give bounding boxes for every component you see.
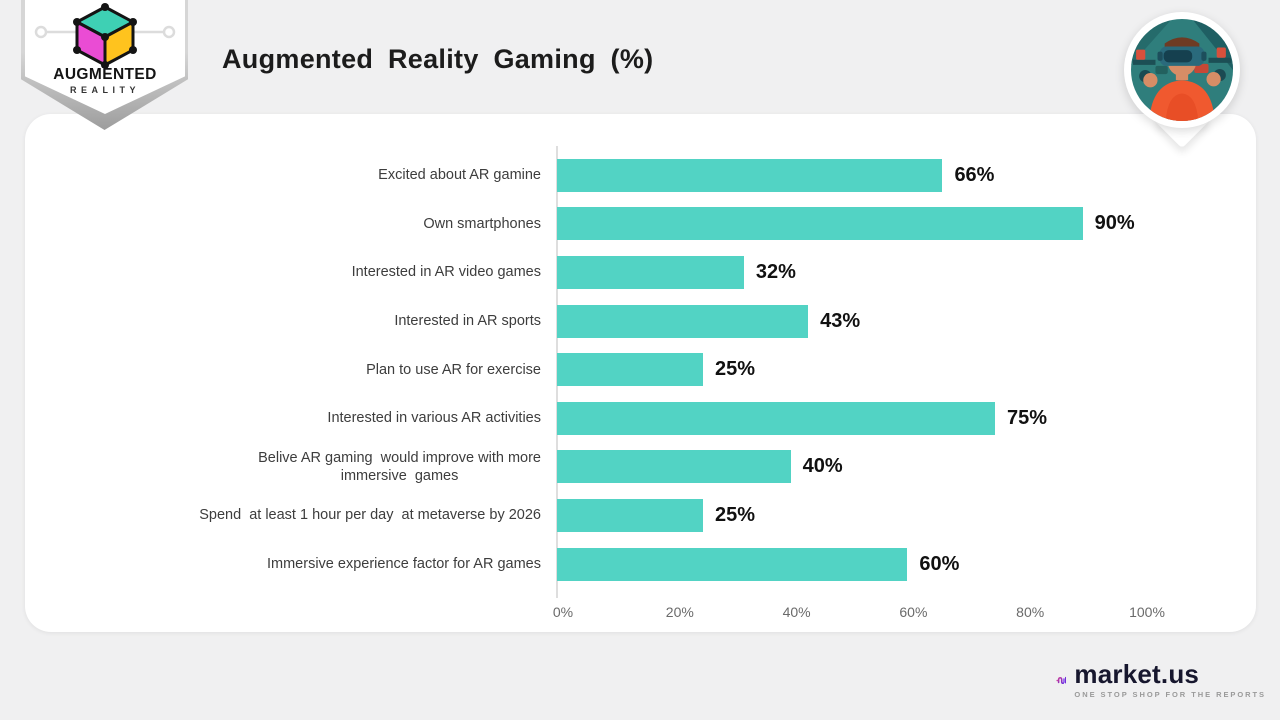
bar [557, 304, 809, 338]
y-axis-line [556, 146, 558, 598]
category-label: Interested in AR video games [351, 264, 541, 281]
x-tick-label: 40% [782, 604, 811, 620]
brand-name: market.us [1074, 659, 1200, 689]
bar [557, 207, 1083, 241]
x-tick-label: 100% [1129, 604, 1165, 620]
page-title: Augmented Reality Gaming (%) [222, 44, 654, 74]
marketus-brand: market.us ONE STOP SHOP FOR THE REPORTS [1056, 650, 1266, 710]
x-tick-label: 80% [1016, 604, 1045, 620]
category-label: Excited about AR gamine [378, 167, 541, 184]
bar [557, 547, 908, 581]
bar-track: 25% [557, 353, 1197, 387]
bar-track: 25% [557, 498, 1197, 532]
value-label: 75% [1007, 406, 1048, 429]
category-label: Belive AR gaming would improve with more… [258, 449, 541, 484]
value-label: 66% [954, 163, 995, 186]
bar-track: 32% [557, 255, 1197, 289]
value-label: 60% [919, 552, 960, 575]
category-label: Interested in AR sports [394, 313, 541, 330]
bar [557, 158, 943, 192]
category-label: Immersive experience factor for AR games [267, 555, 541, 572]
badge-text-augmented: AUGMENTED [53, 66, 157, 83]
value-label: 90% [1094, 212, 1135, 235]
ar-cube-icon [34, 3, 176, 68]
bar [557, 450, 791, 484]
value-label: 25% [715, 503, 756, 526]
bar-track: 43% [557, 304, 1197, 338]
bar-row: Interested in AR video games 32% [25, 248, 1256, 297]
augmented-reality-logo-badge: AUGMENTED REALITY [25, 0, 185, 114]
value-label: 32% [755, 260, 796, 283]
bar-track: 66% [557, 158, 1197, 192]
bar-track: 90% [557, 207, 1197, 241]
bar [557, 498, 703, 532]
bar-row: Plan to use AR for exercise 25% [25, 345, 1256, 394]
vr-kid-illustration [1131, 19, 1233, 121]
category-label: Own smartphones [423, 215, 541, 232]
bar-row: Belive AR gaming would improve with more… [25, 443, 1256, 492]
badge-text-reality: REALITY [69, 85, 140, 95]
bar-row: Interested in various AR activities 75% [25, 394, 1256, 443]
bar-row: Interested in AR sports 43% [25, 297, 1256, 346]
bar [557, 401, 995, 435]
bar-row: Excited about AR gamine 66% [25, 151, 1256, 200]
marketus-logo-icon [1056, 676, 1067, 685]
chart-card: Excited about AR gamine 66% Own smartpho… [25, 114, 1256, 632]
category-label: Plan to use AR for exercise [366, 361, 541, 378]
value-label: 43% [820, 309, 861, 332]
bar-row: Immersive experience factor for AR games… [25, 540, 1256, 589]
category-label: Interested in various AR activities [327, 410, 541, 427]
vr-pin-badge [1124, 12, 1240, 162]
bar [557, 353, 703, 387]
bar-track: 40% [557, 450, 1197, 484]
bar-track: 75% [557, 401, 1197, 435]
bar [557, 255, 744, 289]
x-tick-label: 20% [665, 604, 694, 620]
bar-rows: Excited about AR gamine 66% Own smartpho… [25, 151, 1256, 588]
category-label: Spend at least 1 hour per day at metaver… [199, 507, 541, 524]
x-tick-label: 0% [552, 604, 574, 620]
x-tick-label: 60% [899, 604, 928, 620]
x-axis-ticks: 0% 20% 40% 60% 80% 100% [25, 604, 1256, 624]
brand-tagline: ONE STOP SHOP FOR THE REPORTS [1074, 690, 1266, 699]
value-label: 40% [802, 455, 843, 478]
value-label: 25% [715, 358, 756, 381]
bar-row: Own smartphones 90% [25, 200, 1256, 249]
bar-row: Spend at least 1 hour per day at metaver… [25, 491, 1256, 540]
bar-track: 60% [557, 547, 1197, 581]
